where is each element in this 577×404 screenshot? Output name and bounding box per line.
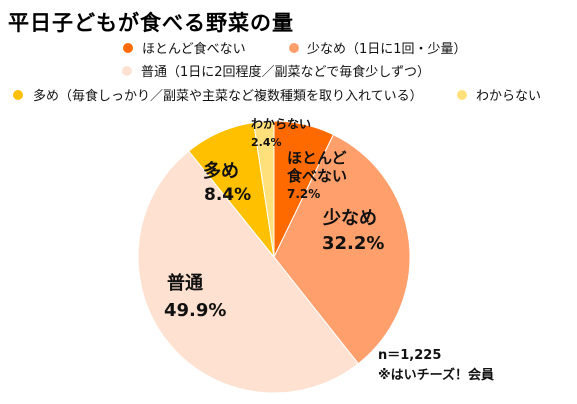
legend-label-futsuu: 普通（1日に2回程度／副菜などで毎食少しずつ） (141, 64, 430, 80)
legend-label-sukuname: 少なめ（1日に1回・少量） (307, 42, 467, 57)
legend-swatch-hotondo (123, 43, 133, 53)
chart-title: 平日子どもが食べる野菜の量 (8, 11, 294, 35)
slice-label-futsuu-title: 普通 (167, 272, 203, 294)
legend-swatch-wakaranai (457, 90, 467, 100)
slice-label-oome-title: 多め (203, 160, 239, 182)
legend: ほとんど食べない 少なめ（1日に1回・少量） 普通（1日に2回程度／副菜などで毎… (13, 41, 541, 104)
legend-swatch-futsuu (122, 66, 132, 76)
sample-size-note: n＝1,225 (378, 348, 441, 363)
slice-label-wakaranai-title: わからない (251, 117, 311, 131)
slice-label-hotondo-title: ほとんど 食べない (287, 149, 352, 185)
slice-label-futsuu-value: 49.9% (164, 300, 226, 321)
source-note: ※はいチーズ！会員 (378, 367, 494, 383)
legend-label-wakaranai: わからない (476, 89, 541, 104)
chart-notes: n＝1,225 ※はいチーズ！会員 (378, 348, 494, 383)
pie-slice-sukuname (273, 133, 411, 365)
pie-slices (137, 120, 411, 394)
slice-labels: ほとんど 食べない 7.2% 少なめ 32.2% 普通 49.9% 多め 8.4… (164, 117, 384, 321)
legend-label-hotondo: ほとんど食べない (142, 41, 246, 57)
slice-label-hotondo-line2: 食べない (287, 167, 347, 185)
slice-label-oome-value: 8.4% (204, 185, 251, 205)
pie-slice-wakaranai (253, 120, 275, 258)
slice-label-wakaranai-value: 2.4% (251, 136, 282, 149)
legend-swatch-oome (13, 90, 23, 100)
slice-label-hotondo-value: 7.2% (287, 187, 320, 201)
legend-label-oome: 多め（毎食しっかり／副菜や主菜など複数種類を取り入れている） (33, 88, 423, 104)
slice-label-sukuname-title: 少なめ (322, 208, 377, 229)
slice-label-sukuname-value: 32.2% (322, 233, 384, 254)
pie-slice-futsuu (137, 150, 359, 394)
slice-label-hotondo-line1: ほとんど (287, 149, 347, 167)
legend-swatch-sukuname (289, 43, 299, 53)
